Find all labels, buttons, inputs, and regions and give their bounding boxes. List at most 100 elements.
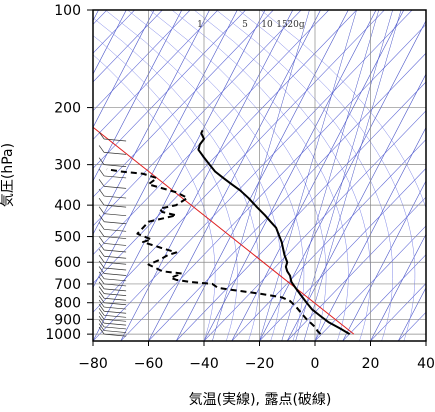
dry-adiabat-line: [93, 10, 302, 227]
wind-barb-flag: [98, 315, 105, 324]
wind-barb: [104, 138, 127, 142]
isotherm-line: [93, 10, 155, 129]
y-tick-label: 100: [54, 3, 81, 19]
isotherm-line: [93, 10, 210, 235]
wind-barb: [104, 314, 127, 318]
y-tick-label: 500: [54, 230, 81, 246]
dry-adiabat-line: [93, 10, 191, 112]
wind-barb: [104, 195, 127, 199]
wind-barb-flag: [98, 312, 105, 320]
temperature-line: [197, 129, 351, 335]
moist-adiabat-line: [93, 54, 216, 341]
dry-adiabat-line: [425, 340, 426, 341]
isotherm-line: [286, 73, 426, 341]
wind-barb-flag: [98, 319, 105, 328]
dry-adiabat-line: [342, 254, 426, 341]
wind-barb-flag: [98, 229, 105, 237]
wind-barb-flag: [98, 286, 105, 294]
y-tick-label: 600: [54, 255, 81, 271]
wind-barb-flag: [98, 323, 105, 331]
y-tick-label: 900: [54, 312, 81, 328]
x-tick-label: −40: [189, 356, 219, 372]
dry-adiabat-line: [398, 311, 426, 341]
mixing-ratio-line: [303, 10, 402, 341]
moist-adiabat-line: [238, 10, 416, 341]
dry-adiabat-line: [259, 167, 426, 341]
wind-barb: [104, 326, 127, 330]
wind-barb: [104, 236, 127, 239]
series-layer: [106, 129, 351, 335]
wind-barb-flag: [98, 255, 105, 263]
y-tick-label: 400: [54, 198, 81, 214]
wind-barb-flag: [98, 242, 105, 251]
mixing-ratio-label: 5: [242, 20, 248, 30]
wind-barb: [104, 267, 127, 271]
wind-barb: [104, 330, 127, 333]
wind-barb-flag: [98, 308, 105, 316]
wind-barb-flag: [98, 249, 105, 257]
wind-barb: [104, 288, 127, 292]
wind-barb: [104, 283, 127, 287]
wind-barb: [104, 310, 127, 314]
mixing-ratio-label: 15: [276, 20, 288, 30]
wind-barb-flag: [98, 295, 105, 303]
wind-barb: [104, 221, 127, 225]
wind-barb: [104, 255, 127, 259]
wind-barb-flag: [98, 188, 105, 197]
x-tick-label: −60: [134, 356, 164, 372]
mixing-ratio-label: 20g: [287, 20, 304, 30]
wind-barb: [104, 333, 127, 337]
wind-barb: [104, 152, 127, 155]
moist-adiabat-line: [193, 10, 371, 341]
isotherm-line: [93, 10, 127, 75]
wind-barb-flag: [98, 291, 105, 299]
parcel-line: [93, 126, 355, 335]
wind-barb-flag: [98, 326, 105, 335]
mixing-ratio-line: [295, 10, 393, 341]
wind-barb: [104, 213, 127, 217]
wind-barb-flag: [98, 197, 105, 206]
moist-adiabat-line: [260, 10, 426, 341]
x-tick-label: 20: [362, 356, 380, 372]
wind-barb: [104, 297, 127, 301]
mixing-ratio-line: [212, 10, 310, 341]
wind-barb-flag: [98, 266, 105, 274]
wind-barb-flag: [98, 276, 105, 285]
mixing-ratio-line: [259, 10, 357, 341]
dry-adiabat-line: [314, 225, 426, 341]
dewpoint-line: [106, 168, 322, 335]
dry-adiabat-line: [176, 81, 426, 341]
dry-adiabat-line: [93, 10, 163, 83]
isotherm-line: [175, 10, 349, 341]
wind-barb: [104, 318, 127, 322]
dry-adiabat-line: [231, 139, 426, 341]
wind-barb: [104, 186, 127, 189]
wind-barb-flag: [98, 145, 105, 153]
isotherm-line: [342, 180, 426, 341]
wind-barb: [104, 322, 127, 326]
wind-barb: [104, 278, 127, 282]
moist-adiabat-line: [127, 10, 305, 341]
dry-adiabat-line: [370, 283, 426, 341]
x-tick-label: −20: [245, 356, 275, 372]
dry-adiabat-line: [93, 10, 330, 256]
wind-barb: [104, 249, 127, 253]
isotherm-line: [397, 286, 426, 341]
y-tick-label: 200: [54, 101, 81, 117]
dry-adiabat-line: [93, 10, 219, 140]
wind-barb: [104, 302, 127, 306]
moist-adiabat-line: [93, 17, 260, 341]
wind-barb-flag: [98, 206, 105, 214]
dry-adiabat-line: [120, 23, 426, 341]
isotherm-line: [259, 20, 426, 341]
moist-adiabat-line: [216, 10, 393, 341]
wind-barb: [104, 261, 127, 265]
dry-adiabat-line: [287, 196, 426, 341]
wind-barb: [104, 204, 127, 208]
isotherm-line: [314, 126, 426, 341]
dry-adiabat-line: [203, 110, 426, 341]
x-tick-label: 40: [417, 356, 435, 372]
wind-barb: [104, 243, 127, 246]
wind-barb: [104, 164, 127, 167]
